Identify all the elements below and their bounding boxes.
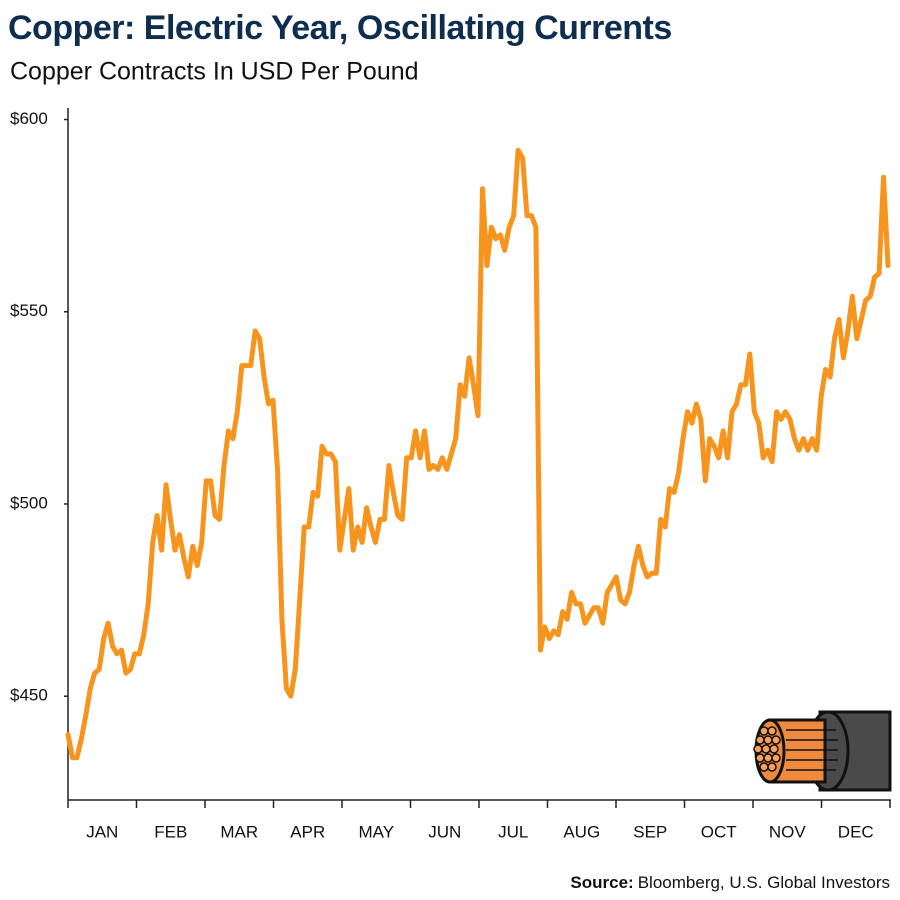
x-tick-label: MAR [220,822,258,841]
x-tick-label: JUL [498,822,528,841]
x-tick-label: NOV [769,822,807,841]
x-tick-label: APR [290,822,325,841]
y-tick-label: $550 [10,301,48,320]
cable-icon [753,710,892,792]
x-tick-label: MAY [358,822,394,841]
x-tick-label: JAN [86,822,118,841]
x-tick-label: AUG [563,822,600,841]
x-tick-label: DEC [838,822,874,841]
chart-title: Copper: Electric Year, Oscillating Curre… [8,9,672,47]
x-tick-label: JUN [428,822,461,841]
chart-subtitle: Copper Contracts In USD Per Pound [10,58,419,86]
x-tick-label: FEB [154,822,187,841]
source-label: Source: [570,873,633,892]
x-tick-label: OCT [701,822,737,841]
y-tick-label: $450 [10,686,48,705]
y-tick-label: $600 [10,109,48,128]
x-tick-label: SEP [633,822,667,841]
y-tick-label: $500 [10,493,48,512]
source-text: Bloomberg, U.S. Global Investors [638,873,890,892]
source: Source: Bloomberg, U.S. Global Investors [570,873,890,892]
price-line [65,147,891,761]
